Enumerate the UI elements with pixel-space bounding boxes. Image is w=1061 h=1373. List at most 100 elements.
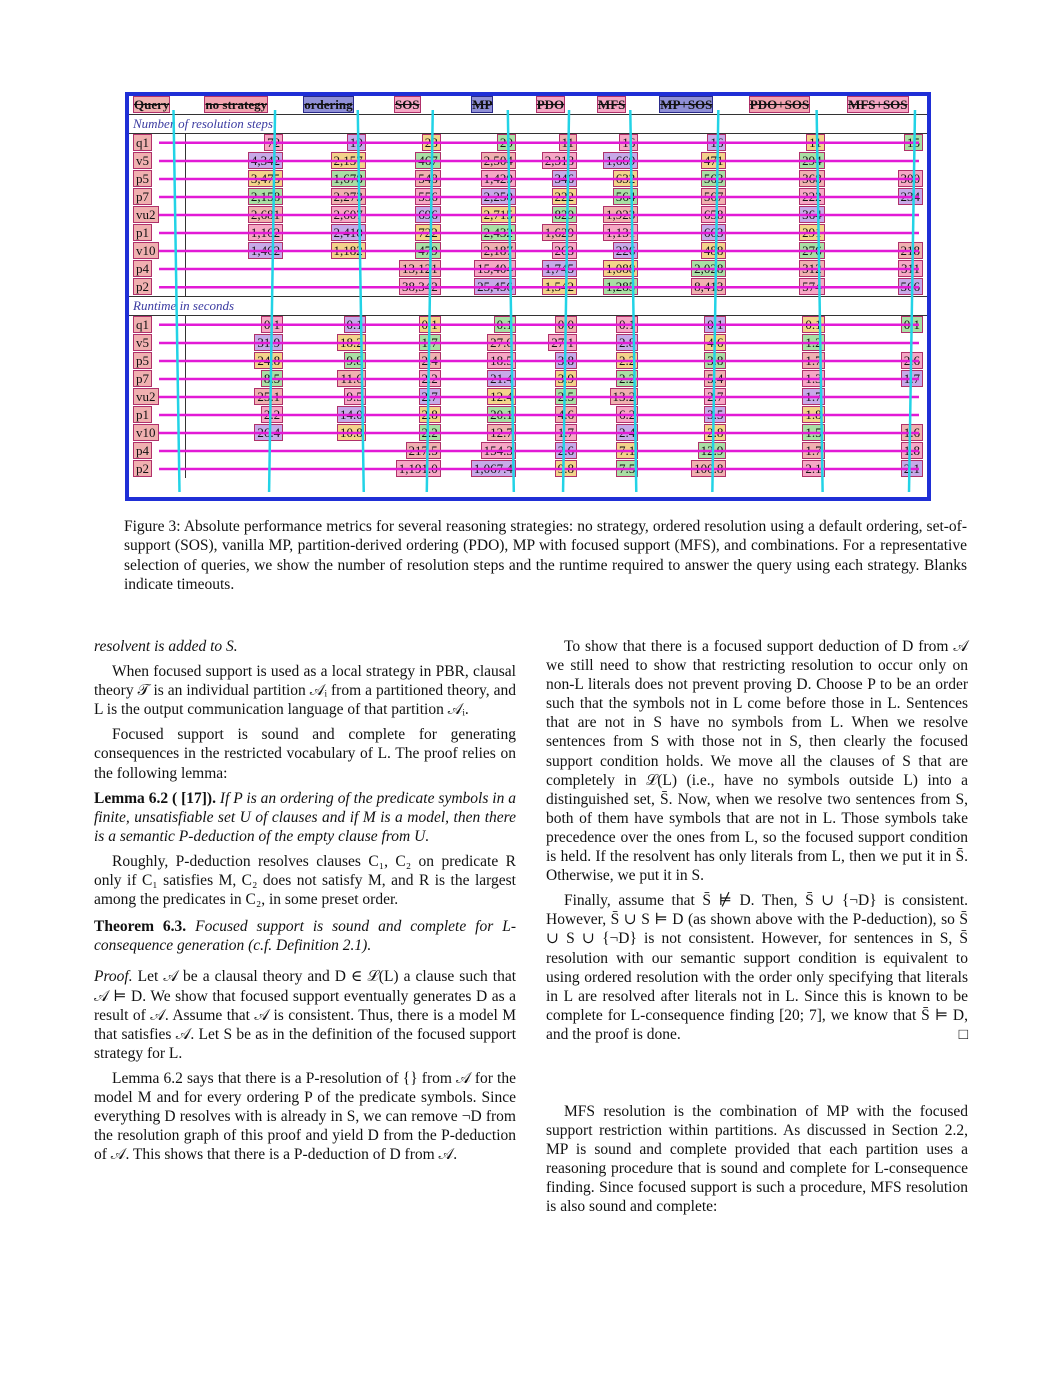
value-cell: 1.7 xyxy=(520,424,581,442)
value-cell: 2,410 xyxy=(287,224,370,242)
value-cell: 234 xyxy=(829,188,927,206)
value: 27.1 xyxy=(548,334,578,351)
section-header-row: Number of resolution steps xyxy=(129,114,927,134)
value: 25,456 xyxy=(474,278,516,295)
value: 1,923 xyxy=(603,206,639,223)
value-cell: 2.5 xyxy=(520,388,581,406)
value-cell: 294 xyxy=(730,152,828,170)
value-cell: 1,191.0 xyxy=(370,460,445,478)
value: 2,410 xyxy=(330,224,366,241)
value-cell: 0.1 xyxy=(581,316,642,335)
value-cell: 25.1 xyxy=(186,388,288,406)
value: 2.8 xyxy=(704,424,727,441)
value-cell: 2.1 xyxy=(829,460,927,478)
value-cell: 7.1 xyxy=(581,442,642,460)
value: 1.7 xyxy=(802,388,825,405)
value: 19 xyxy=(346,134,366,151)
left-paragraph-2: Focused support is sound and complete fo… xyxy=(94,726,516,782)
value-cell xyxy=(186,460,288,478)
value: 1.5 xyxy=(802,424,825,441)
value-cell: 1,182 xyxy=(287,242,370,260)
value-cell: 2.2 xyxy=(370,424,445,442)
value: 18.2 xyxy=(337,334,366,351)
value-cell: 2.8 xyxy=(642,424,730,442)
value-cell: 10.8 xyxy=(287,424,370,442)
value-cell: 2,681 xyxy=(186,206,288,224)
value: 564 xyxy=(612,188,639,205)
query-label: v5 xyxy=(133,334,152,351)
value: 10.8 xyxy=(337,424,366,441)
header-no-strategy: no strategy xyxy=(204,96,269,113)
query-label: p4 xyxy=(133,260,152,277)
value-cell: 18.5 xyxy=(445,352,520,370)
value-cell: 2.1 xyxy=(730,460,828,478)
value-cell: 11 xyxy=(520,134,581,153)
section-title: Runtime in seconds xyxy=(129,296,927,316)
column-gap xyxy=(546,1050,968,1102)
value-cell: 12.7 xyxy=(445,424,520,442)
value: 9.5 xyxy=(343,388,366,405)
query-label: v10 xyxy=(133,242,159,259)
value-cell: 1.7 xyxy=(730,352,828,370)
query-label: q1 xyxy=(133,134,152,151)
value-cell: 1,067.4 xyxy=(445,460,520,478)
value-cell: 1.7 xyxy=(829,370,927,388)
value: 1.7 xyxy=(418,334,441,351)
value: 696 xyxy=(415,206,441,223)
value-cell: 226 xyxy=(581,242,642,260)
value-cell: 3.5 xyxy=(642,406,730,424)
value: 548 xyxy=(415,170,441,187)
value: 471 xyxy=(700,152,727,169)
right-paragraph-3: MFS resolution is the combination of MP … xyxy=(546,1102,968,1216)
value-cell: 20.1 xyxy=(445,406,520,424)
table-row: q1 72 19 28 20 11 16 16 11 15 xyxy=(129,133,927,153)
value-cell: 2.8 xyxy=(370,406,445,424)
value-cell: 8,413 xyxy=(642,278,730,297)
query-cell: p5 xyxy=(129,170,186,188)
query-cell: p1 xyxy=(129,224,186,242)
value-cell: 0.0 xyxy=(520,316,581,335)
value: 1.7 xyxy=(802,442,825,459)
header-sos: SOS xyxy=(393,96,421,113)
value-cell: 2.4 xyxy=(581,424,642,442)
value: 2,158 xyxy=(247,188,284,205)
value: 20 xyxy=(496,134,516,151)
value-cell: 467 xyxy=(370,152,445,170)
value: 1.7 xyxy=(802,352,825,369)
value: 15 xyxy=(904,134,923,151)
value: 0.1 xyxy=(900,316,923,333)
value: 2,607 xyxy=(330,206,366,223)
value: 2,681 xyxy=(247,206,284,223)
value: 1.7 xyxy=(554,424,578,441)
value: 1,542 xyxy=(541,278,578,295)
value: 300 xyxy=(897,170,923,187)
table-row: p7 8.5 11.6 2.2 21.4 3.9 2.2 5.4 1.3 1.7 xyxy=(129,370,927,388)
query-cell: v10 xyxy=(129,424,186,442)
value: 2,250 xyxy=(480,188,516,205)
value: 368 xyxy=(799,170,825,187)
value-cell: 13.2 xyxy=(581,388,642,406)
value-cell xyxy=(829,334,927,352)
value-cell: 1,629 xyxy=(520,224,581,242)
value: 2.8 xyxy=(418,406,441,423)
query-cell: vu2 xyxy=(129,206,186,224)
value: 2,432 xyxy=(480,224,516,241)
right-paragraph-2: Finally, assume that S̄ ⊭ D. Then, S̄ ∪ … xyxy=(546,891,968,1044)
value-cell xyxy=(829,206,927,224)
value: 2.4 xyxy=(418,352,441,369)
value: 556 xyxy=(415,188,441,205)
query-cell: p4 xyxy=(129,260,186,278)
value: 2.8 xyxy=(616,334,639,351)
value: 0.1 xyxy=(616,316,639,333)
value: 6.2 xyxy=(616,406,639,423)
value: 2.2 xyxy=(616,352,639,369)
table-row: p7 2,158 2,273 556 2,250 222 564 567 222 234 xyxy=(129,188,927,206)
value: 11 xyxy=(806,134,825,151)
table-row: p4 13,121 15,404 1,745 1,088 2,028 312 311 xyxy=(129,260,927,278)
value-cell xyxy=(186,278,288,297)
query-label: p2 xyxy=(133,460,152,477)
value-cell: 0.1 xyxy=(829,316,927,335)
value-cell: 291 xyxy=(730,224,828,242)
value: 234 xyxy=(897,188,923,205)
value: 9.8 xyxy=(343,352,366,369)
